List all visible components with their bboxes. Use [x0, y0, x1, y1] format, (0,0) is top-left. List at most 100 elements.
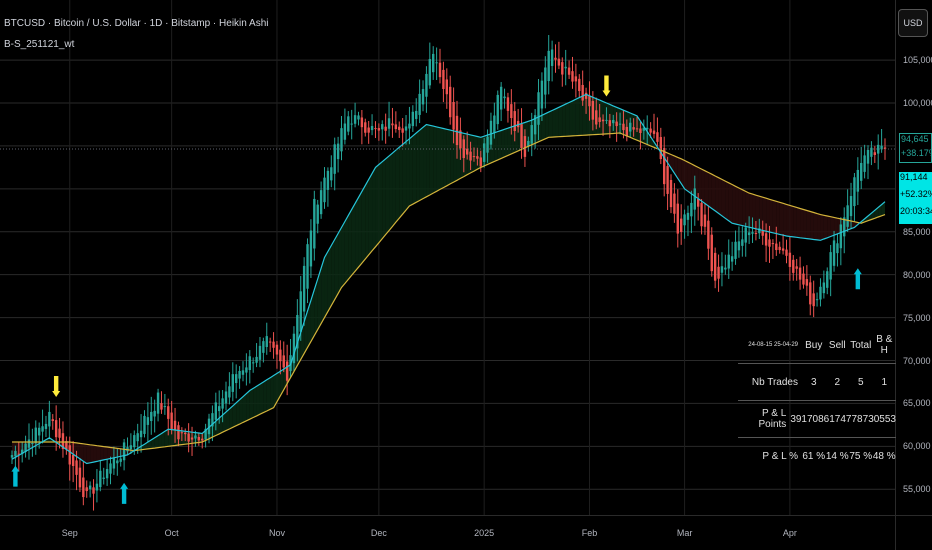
candle-body [78, 467, 82, 488]
candle-body [143, 415, 146, 434]
currency-button[interactable]: USD [898, 9, 928, 37]
candle-body [649, 128, 652, 133]
ma-cloud-segment [630, 113, 634, 139]
candle-body [102, 477, 105, 479]
ma-cloud-segment [93, 445, 97, 463]
ma-cloud-segment [789, 205, 794, 237]
ma-cloud-segment [100, 446, 104, 461]
ma-cloud-segment [266, 377, 271, 411]
stats-row-label: P & L Points [758, 408, 787, 430]
candle-body [326, 170, 330, 190]
ma-cloud-segment [504, 128, 508, 157]
price-tick-label: 80,000 [903, 269, 931, 280]
candle-body [408, 123, 411, 129]
candle-body [489, 120, 493, 145]
ma-cloud-segment [253, 386, 257, 418]
candle-body [150, 411, 153, 422]
candle-body [156, 392, 160, 414]
candle-body [112, 457, 116, 469]
candle-body [357, 115, 360, 120]
ma-cloud-segment [256, 384, 260, 416]
candle-body [809, 282, 812, 305]
candle-body [448, 86, 452, 118]
time-tick-label: Feb [581, 528, 598, 538]
candle-body [319, 190, 323, 215]
ma-cloud-segment [406, 138, 410, 211]
candle-body [605, 119, 608, 121]
candle-body [860, 162, 863, 181]
candle-body [754, 232, 758, 234]
candle-body [262, 341, 265, 353]
candle-body [598, 117, 601, 122]
candle-body [34, 427, 37, 444]
candle-body [683, 214, 686, 226]
candle-body [730, 256, 734, 262]
candle-body [581, 84, 584, 101]
ma-cloud-segment [715, 175, 719, 214]
indicator-label[interactable]: B-S_251121_wt [4, 39, 75, 50]
chart-title[interactable]: BTCUSD · Bitcoin / U.S. Dollar · 1D · Bi… [4, 18, 269, 29]
ma-cloud-segment [514, 124, 519, 153]
ma-cloud-segment [698, 167, 702, 202]
ma-cloud-segment [171, 429, 176, 446]
candle-body [843, 217, 846, 237]
candle-body [499, 86, 503, 110]
ma-cloud-segment [79, 443, 84, 462]
candle-body [578, 78, 581, 92]
ma-cloud-segment [467, 134, 471, 175]
ma-price-value: 91,144 [900, 172, 928, 182]
ma-cloud-segment [392, 150, 396, 227]
candle-body [20, 449, 24, 455]
price-tick-label: 70,000 [903, 355, 931, 366]
candle-body [24, 443, 27, 452]
candle-body [877, 144, 880, 154]
ma-cloud-segment [368, 173, 373, 255]
candle-body [425, 73, 428, 97]
ma-cloud-segment [331, 239, 335, 306]
ma-cloud-segment [246, 390, 250, 421]
candle-body [544, 67, 547, 95]
ma-cloud-segment [609, 104, 614, 134]
buy-signal-arrow [11, 465, 20, 487]
ma-cloud-segment [552, 108, 556, 138]
ma-cloud-segment [334, 233, 339, 300]
ma-cloud-segment [762, 197, 767, 232]
candle-body [285, 361, 289, 381]
stats-period: 24-08-15 25-04-29 [748, 342, 798, 348]
ma-cloud-segment [620, 108, 624, 135]
ma-cloud-segment [834, 217, 838, 236]
candle-body [781, 248, 785, 251]
candle-body [340, 128, 343, 152]
ma-cloud-segment [742, 189, 746, 227]
candle-body [116, 460, 119, 464]
candle-body [866, 150, 870, 164]
candle-body [364, 122, 367, 133]
candle-body [421, 89, 425, 105]
ma-cloud-segment [321, 257, 325, 324]
candle-body [258, 345, 262, 360]
ma-cloud-segment [344, 215, 349, 284]
candle-body [231, 374, 234, 392]
stats-header-row: 24-08-15 25-04-29 Buy Sell Total B & H [738, 327, 896, 363]
candle-body [839, 224, 843, 249]
ma-cloud-segment [423, 124, 427, 199]
candle-body [625, 126, 629, 137]
candle-body [591, 101, 595, 120]
candle-body [167, 406, 170, 419]
ma-cloud-segment [851, 221, 855, 229]
candle-body [690, 202, 693, 217]
chart-grid [0, 0, 895, 515]
ma-cloud-segment [276, 371, 281, 402]
candle-body [513, 111, 516, 131]
candle-body [268, 341, 272, 343]
candle-body [724, 267, 727, 270]
candle-body [635, 128, 639, 130]
candle-body [323, 177, 326, 203]
price-tick-label: 55,000 [903, 484, 931, 495]
ma-cloud-segment [314, 278, 318, 336]
ma-cloud-segment [725, 181, 729, 221]
candle-body [401, 128, 404, 133]
ma-cloud-segment [151, 437, 155, 449]
candle-body [826, 271, 829, 288]
